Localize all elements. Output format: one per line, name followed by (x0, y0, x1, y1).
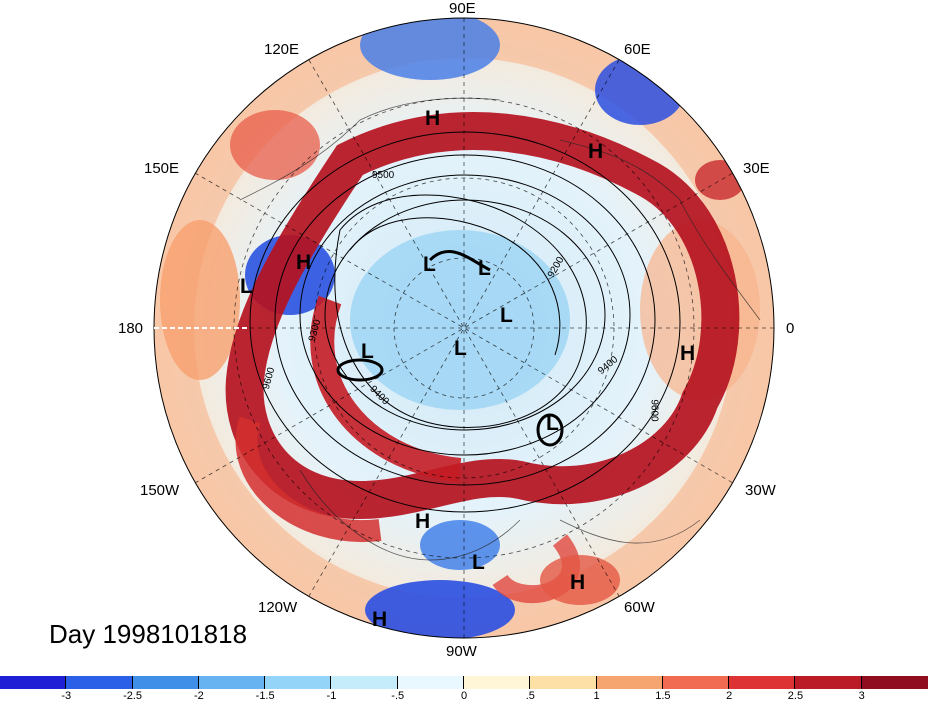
colorbar-swatch (596, 676, 663, 689)
lon-label-150e: 150E (144, 160, 180, 177)
lon-label-0: 0 (786, 320, 795, 337)
colorbar-tick-label: -1.5 (255, 690, 275, 702)
low-pressure-marker: L (546, 412, 559, 435)
colorbar-swatch (265, 676, 332, 689)
low-pressure-marker: L (478, 257, 491, 280)
colorbar-swatch (198, 676, 266, 689)
high-pressure-marker: H (588, 140, 604, 163)
high-pressure-marker: H (680, 342, 696, 365)
lon-label-150w: 150W (140, 482, 180, 499)
lon-label-90e: 90E (449, 0, 476, 17)
colorbar-tick-label: .5 (525, 690, 535, 702)
lon-label-180: 180 (118, 320, 144, 337)
contour-label: 9500 (372, 170, 395, 181)
low-pressure-marker: L (500, 304, 513, 327)
map-title: Day 1998101818 (49, 619, 248, 649)
colorbar-swatch (66, 676, 133, 689)
colorbar-tick-label: 1.5 (655, 690, 671, 702)
high-pressure-marker: H (372, 608, 388, 631)
colorbar-swatch (0, 676, 67, 689)
colorbar-swatch (331, 676, 398, 689)
colorbar-tick-label: 2 (726, 690, 733, 702)
high-pressure-marker: H (570, 571, 586, 594)
lon-label-30e: 30E (743, 160, 770, 177)
contour-label: 9600 (648, 399, 660, 422)
colorbar-swatch (530, 676, 597, 689)
colorbar-tick-label: -3 (61, 690, 72, 702)
colorbar-swatch (861, 676, 928, 689)
colorbar-swatch (463, 676, 531, 689)
colorbar-tick-label: 2.5 (787, 690, 804, 702)
lon-label-60e: 60E (624, 41, 651, 58)
lon-label-120w: 120W (258, 599, 298, 616)
colorbar-tick-label: 3 (858, 690, 865, 702)
low-pressure-marker: L (361, 340, 374, 363)
lon-label-90w: 90W (446, 643, 477, 660)
low-pressure-marker: L (454, 337, 467, 360)
colorbar-swatch (795, 676, 862, 689)
lon-label-60w: 60W (624, 599, 655, 616)
graticule (153, 17, 775, 639)
low-pressure-marker: L (423, 253, 436, 276)
lon-label-120e: 120E (264, 41, 300, 58)
lon-label-30w: 30W (745, 482, 776, 499)
colorbar-swatch (397, 676, 464, 689)
high-pressure-marker: H (425, 107, 441, 130)
colorbar-tick-label: 1 (593, 690, 600, 702)
colorbar-swatch (729, 676, 796, 689)
colorbar-tick-label: -2.5 (123, 690, 143, 702)
low-pressure-marker: L (240, 275, 253, 298)
high-pressure-marker: H (296, 251, 312, 274)
colorbar-tick-label: -2 (193, 690, 204, 702)
colorbar-tick-label: 0 (460, 690, 468, 702)
colorbar-tick-label: -1 (326, 690, 337, 702)
colorbar-swatch (662, 676, 730, 689)
high-pressure-marker: H (415, 510, 431, 533)
colorbar-swatch (132, 676, 199, 689)
colorbar (0, 676, 928, 689)
low-pressure-marker: L (472, 551, 485, 574)
shaded-anomaly-field (154, 18, 774, 638)
height-contours (249, 131, 681, 513)
polar-stereographic-map (153, 17, 775, 639)
colorbar-tick-label: -.5 (391, 690, 405, 702)
